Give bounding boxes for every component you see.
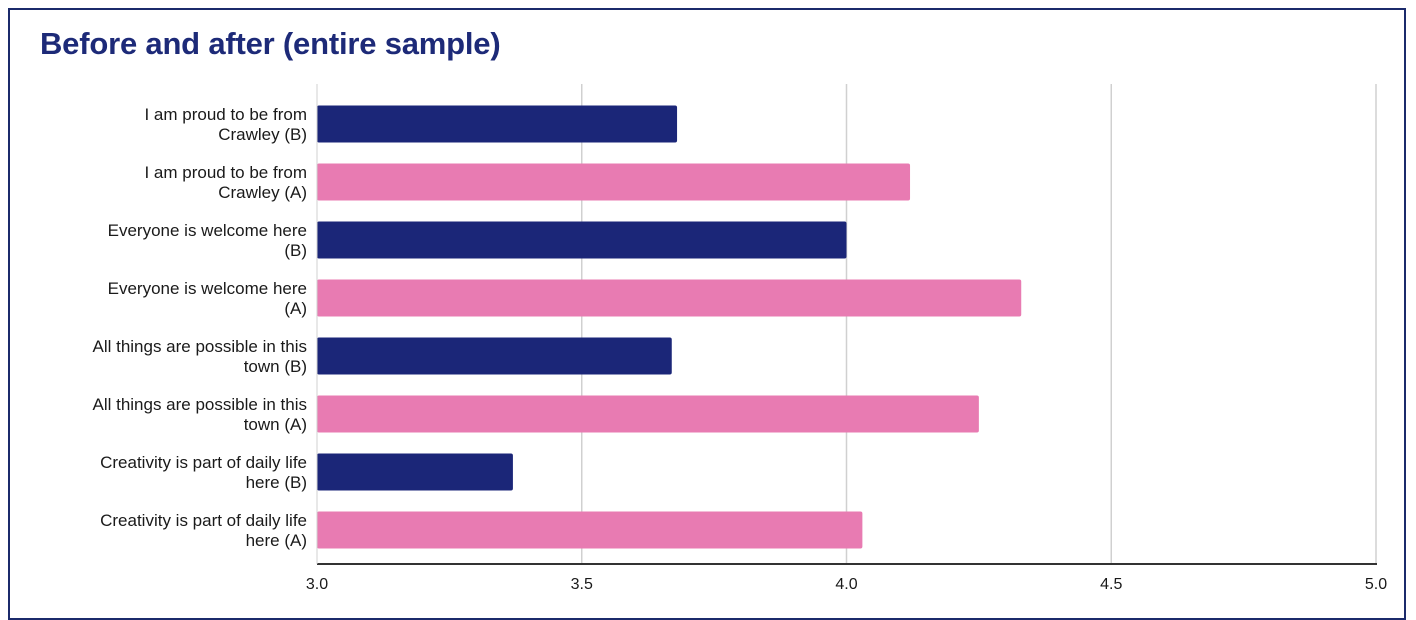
bar	[317, 453, 513, 491]
bar	[317, 221, 847, 259]
bar	[317, 279, 1022, 317]
bar	[317, 105, 678, 143]
category-label: Creativity is part of daily life here (B)	[100, 453, 307, 492]
category-label: I am proud to be from Crawley (A)	[144, 163, 307, 202]
bar	[317, 163, 911, 201]
x-tick-label: 3.0	[306, 576, 328, 593]
x-tick-label: 3.5	[571, 576, 593, 593]
category-label: Creativity is part of daily life here (A)	[100, 511, 307, 550]
x-tick-label: 5.0	[1365, 576, 1387, 593]
x-tick-label: 4.0	[835, 576, 857, 593]
x-tick-label: 4.5	[1100, 576, 1122, 593]
bar	[317, 337, 672, 375]
category-label: Everyone is welcome here (A)	[108, 279, 307, 318]
category-label: All things are possible in this town (B)	[92, 337, 307, 376]
chart-title: Before and after (entire sample)	[40, 26, 501, 61]
category-label: Everyone is welcome here (B)	[108, 221, 307, 260]
bar	[317, 511, 863, 549]
category-label: I am proud to be from Crawley (B)	[144, 105, 307, 144]
category-label: All things are possible in this town (A)	[92, 395, 307, 434]
bar	[317, 395, 979, 433]
